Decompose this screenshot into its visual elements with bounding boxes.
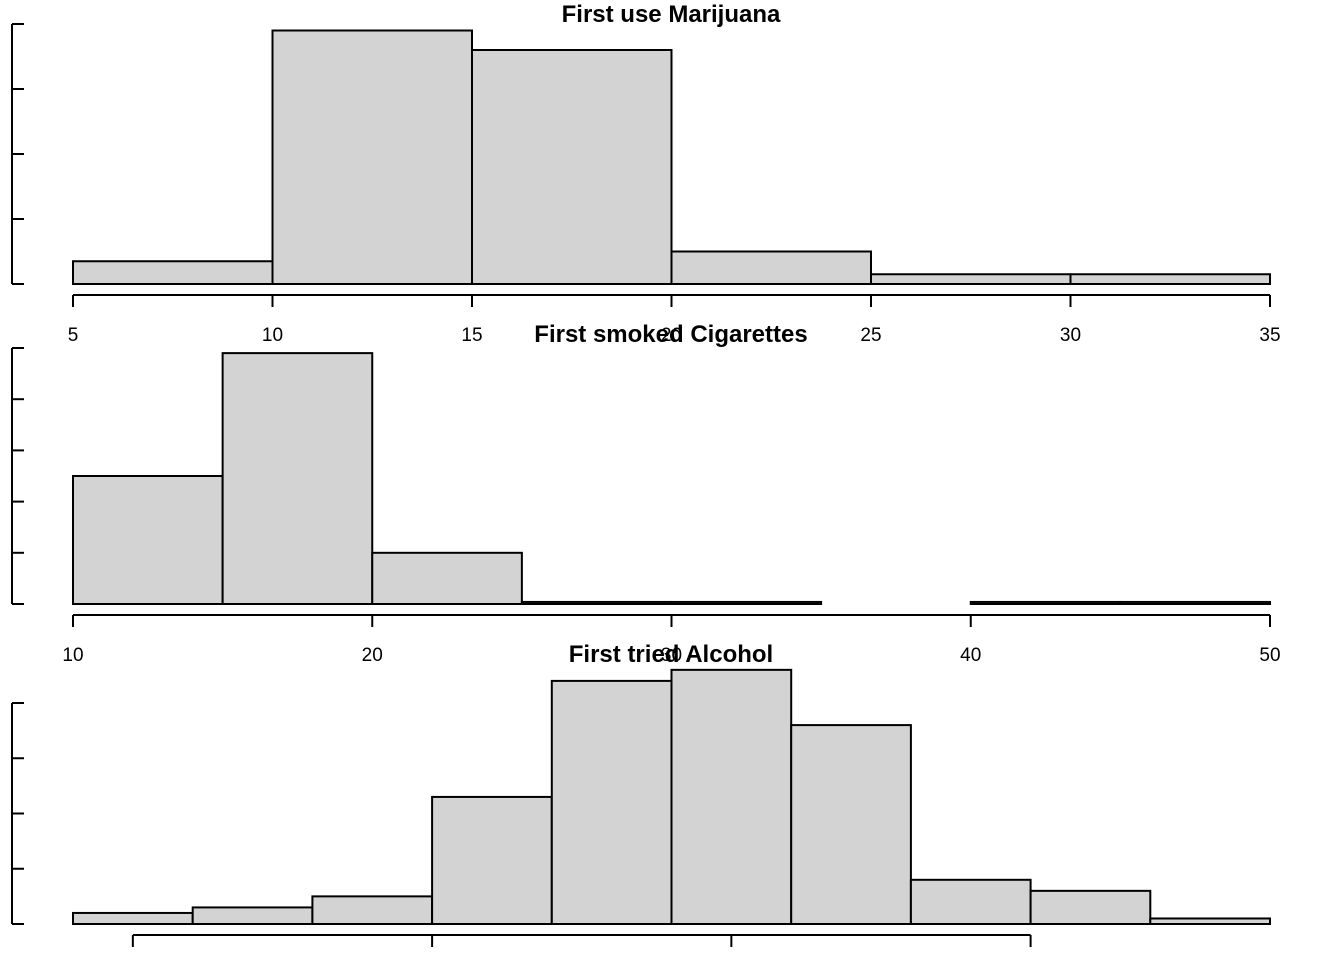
x-tick-label: 50 [1259,645,1280,666]
x-tick-label: 20 [661,325,682,346]
histogram-bar [271,29,473,285]
histogram-bar [670,600,823,606]
x-tick-label: 30 [661,645,682,666]
histogram-bar [870,273,1072,285]
marijuana-histogram-panel: 5 10 15 20 25 30 35 First use Marijuana [11,1,1281,346]
histogram-bar [471,49,673,285]
histogram-bar [969,600,1122,606]
panel-title: First use Marijuana [562,1,781,28]
histogram-bar [191,906,314,925]
histogram-bar [371,551,523,605]
x-tick-label: 35 [1259,325,1280,346]
histogram-bar [311,895,434,925]
histogram-bar [520,600,673,606]
alcohol-histogram-panel: First tried Alcohol [11,641,1272,947]
x-tick-label: 5 [68,325,79,346]
histogram-bar [550,679,673,926]
panel-title: First smoked Cigarettes [534,321,807,348]
histogram-bar [670,250,872,285]
histogram-bar [221,352,374,605]
histogram-bar [1119,600,1271,606]
x-tick-label: 40 [960,645,981,666]
panel-title: First tried Alcohol [569,641,773,668]
x-tick-label: 10 [262,325,283,346]
x-tick-label: 10 [62,645,83,666]
histogram-bar [670,668,793,925]
histogram-bar [909,878,1032,925]
histogram-bar [431,795,553,925]
histogram-bar [1149,917,1272,925]
x-tick-label: 25 [860,325,881,346]
histogram-bar [72,911,194,926]
x-tick-label: 15 [461,325,482,346]
histogram-bar [72,260,274,285]
histogram-bar [72,475,224,605]
cigarettes-histogram-panel: 10 20 30 40 50 First smoked Cigarettes [11,321,1281,666]
histogram-bar [1069,273,1271,285]
x-tick-label: 20 [362,645,383,666]
histogram-bar [1029,889,1152,925]
histogram-bar [790,724,912,925]
x-tick-label: 30 [1060,325,1081,346]
